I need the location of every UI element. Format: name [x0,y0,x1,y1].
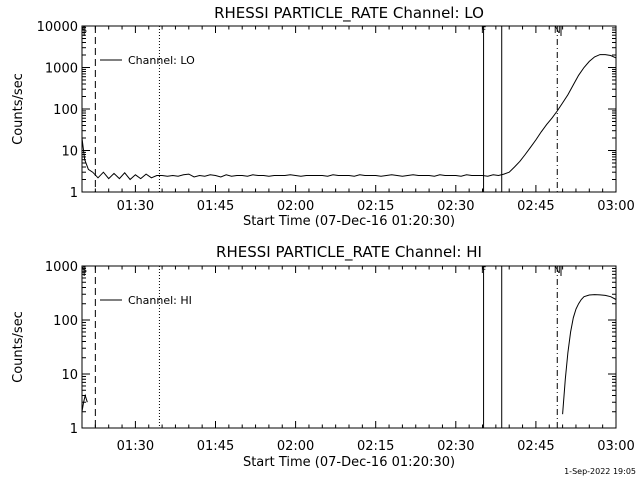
y-tick-label: 100 [53,103,78,118]
x-tick-label: 01:45 [197,439,234,454]
x-tick-label: 03:00 [597,439,634,454]
channel-hi-panel: RHESSI PARTICLE_RATE Channel: HI Start Ti… [11,243,635,470]
x-tick-label: 02:30 [437,199,474,214]
legend-entry: Channel: LO [128,54,195,67]
footer-timestamp: 1-Sep-2022 19:05 [564,467,636,476]
event-marker-label: N [554,266,561,276]
x-tick-label: 02:00 [277,439,314,454]
x-tick-label: 02:00 [277,199,314,214]
y-axis-label: Counts/sec [11,311,26,383]
legend-entry: Channel: HI [128,294,192,307]
plot-frame [81,265,617,429]
y-tick-label: 10 [61,368,78,383]
series-line [562,294,616,415]
y-tick-label: 1000 [45,260,78,275]
series-line [82,54,616,181]
chart-title: RHESSI PARTICLE_RATE Channel: LO [214,4,484,23]
x-tick-label: 02:45 [517,199,554,214]
y-tick-label: 10 [61,145,78,160]
x-tick-label: 02:15 [357,439,394,454]
x-tick-label: 01:30 [117,199,154,214]
x-tick-label: 03:00 [597,199,634,214]
event-marker-label: F [481,266,486,276]
y-tick-label: 1000 [45,62,78,77]
event-marker-label: F [481,26,486,36]
plot-area [82,26,616,192]
y-tick-label: 10000 [37,20,78,35]
plot-area [82,266,616,428]
x-axis-label: Start Time (07-Dec-16 01:20:30) [243,455,455,470]
event-marker-label: N [554,26,561,36]
y-tick-label: 100 [53,314,78,329]
x-tick-label: 02:45 [517,439,554,454]
event-marker-label: S [81,26,87,36]
x-tick-label: 01:45 [197,199,234,214]
y-tick-label: 1 [70,422,78,437]
plot-frame [81,25,617,193]
series-line [82,393,88,412]
y-axis-label: Counts/sec [11,73,26,145]
x-axis-label: Start Time (07-Dec-16 01:20:30) [243,214,455,229]
y-tick-label: 1 [70,186,78,201]
x-tick-label: 02:30 [437,439,474,454]
x-tick-label: 01:30 [117,439,154,454]
chart-title: RHESSI PARTICLE_RATE Channel: HI [216,243,482,262]
channel-lo-panel: RHESSI PARTICLE_RATE Channel: LO Start Ti… [11,4,635,229]
x-tick-label: 02:15 [357,199,394,214]
